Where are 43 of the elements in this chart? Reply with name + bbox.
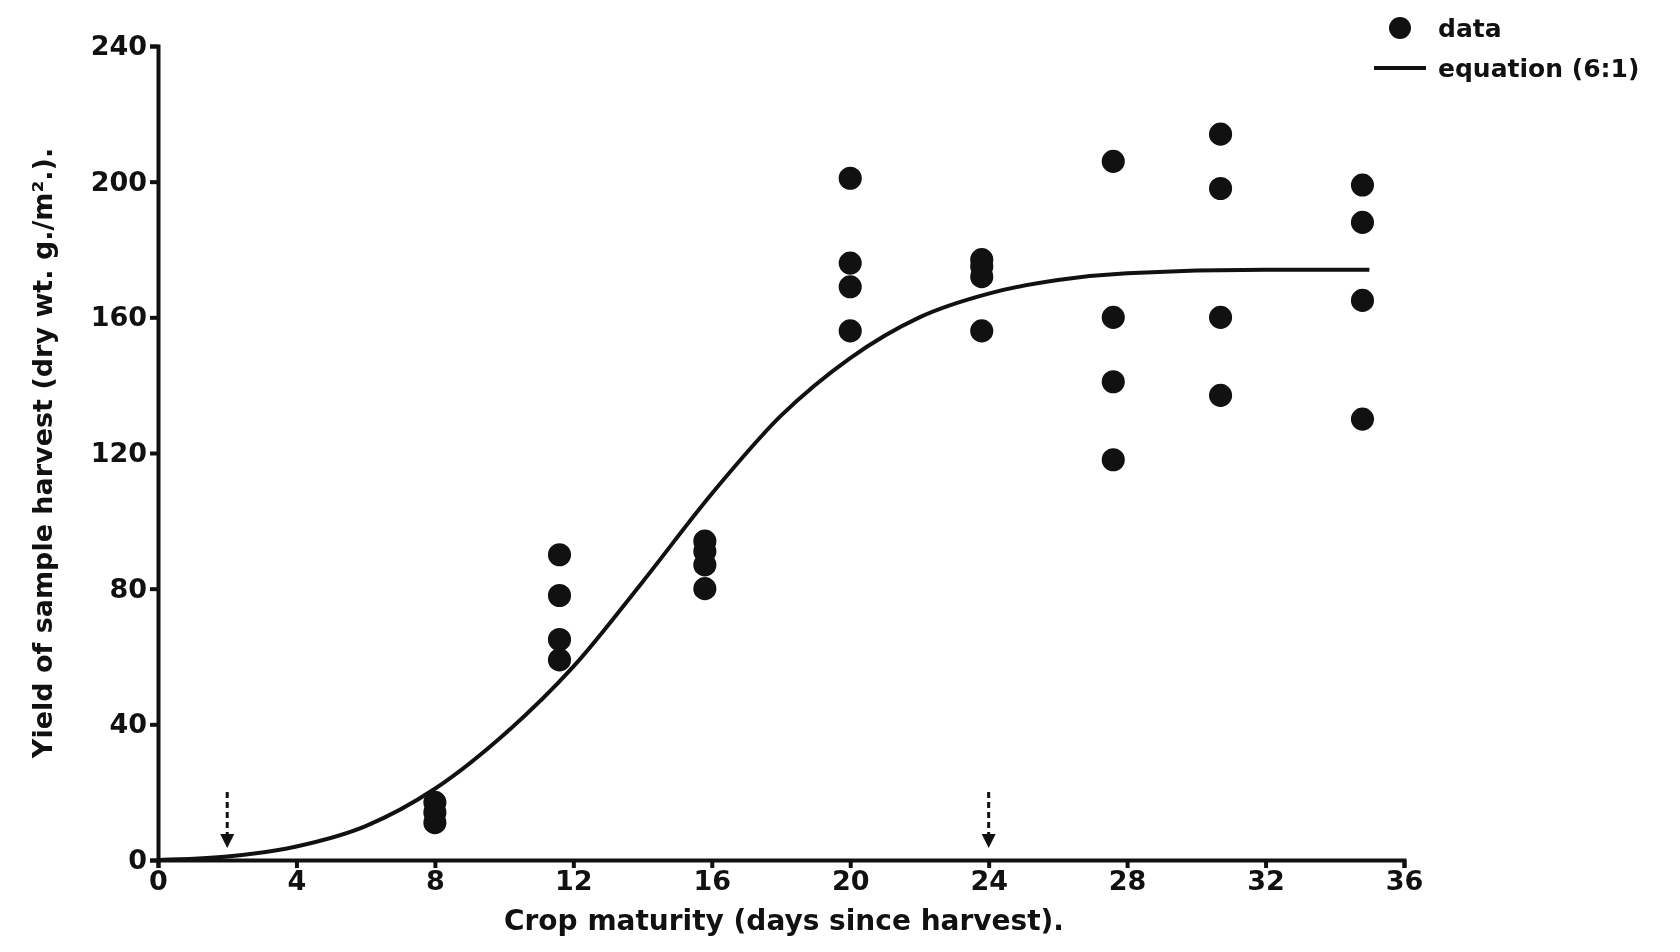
point	[838, 166, 862, 190]
point	[838, 251, 862, 275]
y-tick-label: 0	[128, 844, 147, 876]
x-tick-label: 4	[287, 865, 307, 897]
y-axis-title: Yield of sample harvest (dry wt. g./m².).	[27, 147, 58, 760]
y-tick-label: 40	[109, 708, 147, 740]
x-tick-label: 20	[831, 865, 870, 897]
point	[1209, 122, 1233, 146]
y-tick-label: 160	[90, 301, 147, 333]
point	[1209, 383, 1233, 407]
x-tick-label: 0	[149, 865, 168, 897]
point	[1350, 407, 1375, 431]
x-tick-label: 24	[970, 865, 1008, 897]
x-axis-title: Crop maturity (days since harvest).	[504, 904, 1064, 937]
x-tick-label: 36	[1385, 865, 1424, 897]
x-tick-label: 8	[425, 865, 445, 897]
point	[547, 648, 572, 672]
point	[1350, 173, 1375, 197]
point	[970, 319, 994, 343]
point	[1350, 288, 1375, 312]
y-tick-label: 240	[90, 30, 147, 62]
x-tick-label: 12	[555, 865, 593, 897]
point	[1101, 149, 1125, 173]
point	[1101, 305, 1125, 329]
point	[547, 543, 572, 567]
point	[838, 319, 862, 343]
point	[1350, 210, 1375, 234]
x-tick-label: 16	[693, 865, 732, 897]
x-tick-label: 32	[1247, 865, 1285, 897]
y-tick-label: 200	[90, 165, 147, 197]
point	[1209, 305, 1233, 329]
point	[1101, 448, 1125, 472]
x-tick-label: 28	[1108, 865, 1147, 897]
legend-label: equation (6:1)	[1438, 53, 1640, 83]
point	[1101, 370, 1125, 394]
y-tick-label: 80	[109, 572, 147, 604]
point	[838, 275, 862, 299]
point	[547, 583, 572, 607]
point	[693, 577, 717, 601]
legend-label: data	[1438, 13, 1502, 43]
point	[547, 628, 572, 652]
point	[1209, 176, 1233, 200]
y-tick-label: 120	[90, 437, 147, 469]
